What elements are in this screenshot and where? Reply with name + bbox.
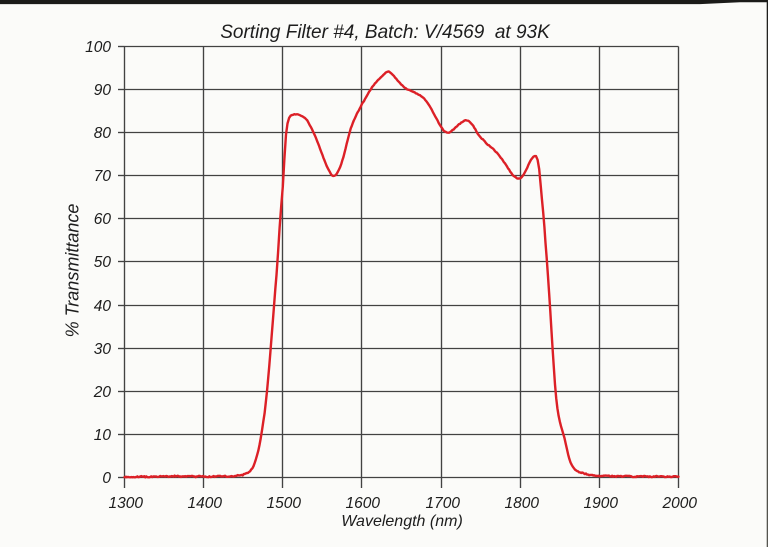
svg-text:1500: 1500	[267, 495, 302, 512]
svg-text:10: 10	[94, 427, 112, 444]
svg-text:1400: 1400	[188, 495, 223, 512]
svg-text:90: 90	[94, 82, 112, 99]
svg-text:1900: 1900	[584, 495, 619, 512]
svg-text:40: 40	[94, 298, 112, 315]
svg-text:50: 50	[94, 254, 112, 271]
svg-text:70: 70	[94, 168, 112, 185]
svg-text:1700: 1700	[426, 495, 461, 512]
svg-text:Wavelength (nm): Wavelength (nm)	[341, 513, 463, 530]
svg-text:60: 60	[94, 211, 112, 228]
svg-text:1300: 1300	[109, 495, 144, 512]
svg-text:1600: 1600	[346, 495, 381, 512]
svg-text:0: 0	[102, 470, 111, 487]
svg-text:2000: 2000	[662, 495, 698, 512]
svg-text:80: 80	[94, 125, 112, 142]
svg-text:30: 30	[94, 341, 112, 358]
svg-text:1800: 1800	[505, 495, 540, 512]
svg-text:Sorting Filter #4, Batch: V/45: Sorting Filter #4, Batch: V/4569 at 93K	[220, 22, 551, 43]
svg-text:% Transmittance: % Transmittance	[63, 204, 83, 338]
svg-text:20: 20	[93, 384, 112, 401]
svg-text:100: 100	[85, 39, 111, 56]
